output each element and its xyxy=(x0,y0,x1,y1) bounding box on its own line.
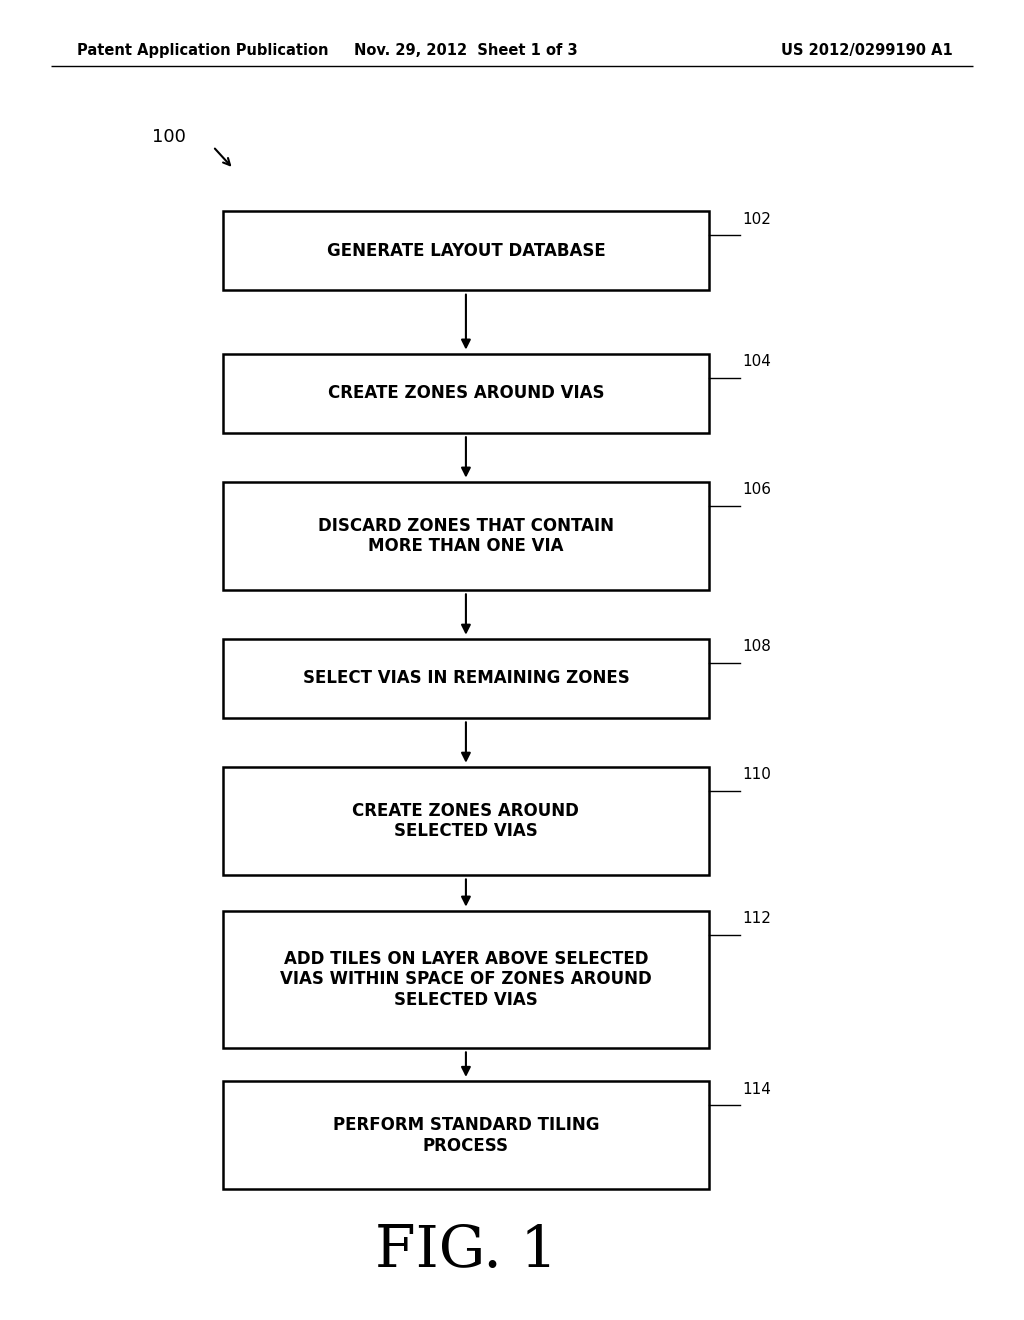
Bar xyxy=(223,911,709,1048)
Text: 110: 110 xyxy=(741,767,771,783)
Text: FIG. 1: FIG. 1 xyxy=(375,1224,557,1279)
Text: 102: 102 xyxy=(741,211,771,227)
Text: US 2012/0299190 A1: US 2012/0299190 A1 xyxy=(780,42,952,58)
Bar xyxy=(223,1081,709,1189)
Text: Nov. 29, 2012  Sheet 1 of 3: Nov. 29, 2012 Sheet 1 of 3 xyxy=(354,42,578,58)
Text: ADD TILES ON LAYER ABOVE SELECTED
VIAS WITHIN SPACE OF ZONES AROUND
SELECTED VIA: ADD TILES ON LAYER ABOVE SELECTED VIAS W… xyxy=(280,949,652,1010)
Text: 108: 108 xyxy=(741,639,771,655)
Text: CREATE ZONES AROUND VIAS: CREATE ZONES AROUND VIAS xyxy=(328,384,604,403)
Bar xyxy=(223,639,709,718)
Bar xyxy=(223,767,709,875)
Text: PERFORM STANDARD TILING
PROCESS: PERFORM STANDARD TILING PROCESS xyxy=(333,1115,599,1155)
Text: 112: 112 xyxy=(741,911,771,927)
Text: 100: 100 xyxy=(152,128,185,147)
Bar xyxy=(223,354,709,433)
Text: 114: 114 xyxy=(741,1081,771,1097)
Text: DISCARD ZONES THAT CONTAIN
MORE THAN ONE VIA: DISCARD ZONES THAT CONTAIN MORE THAN ONE… xyxy=(317,516,614,556)
Bar xyxy=(223,482,709,590)
Text: 104: 104 xyxy=(741,354,771,370)
Text: CREATE ZONES AROUND
SELECTED VIAS: CREATE ZONES AROUND SELECTED VIAS xyxy=(352,801,580,841)
Text: SELECT VIAS IN REMAINING ZONES: SELECT VIAS IN REMAINING ZONES xyxy=(302,669,630,688)
Text: 106: 106 xyxy=(741,482,771,498)
Bar xyxy=(223,211,709,290)
Text: Patent Application Publication: Patent Application Publication xyxy=(77,42,329,58)
Text: GENERATE LAYOUT DATABASE: GENERATE LAYOUT DATABASE xyxy=(327,242,605,260)
